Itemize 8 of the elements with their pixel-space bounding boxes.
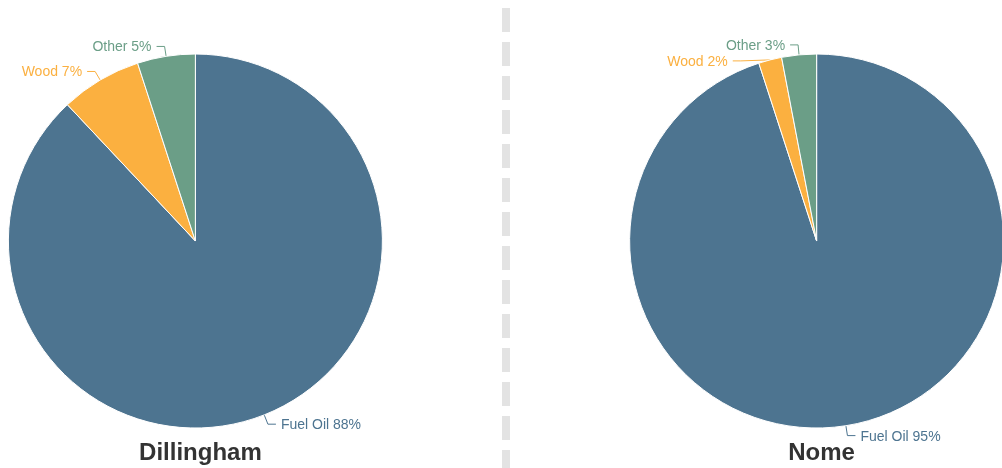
slice-label: Other 5%: [92, 38, 152, 55]
slice-label: Fuel Oil 88%: [280, 416, 362, 433]
text: Nome: [788, 437, 855, 465]
slice-label: Other 3%: [725, 36, 786, 53]
text: Dillingham: [139, 437, 262, 465]
slice-label: Wood 2%: [667, 52, 728, 69]
slice-label: Wood 7%: [21, 63, 83, 80]
slice-label: Fuel Oil 95%: [860, 427, 941, 444]
